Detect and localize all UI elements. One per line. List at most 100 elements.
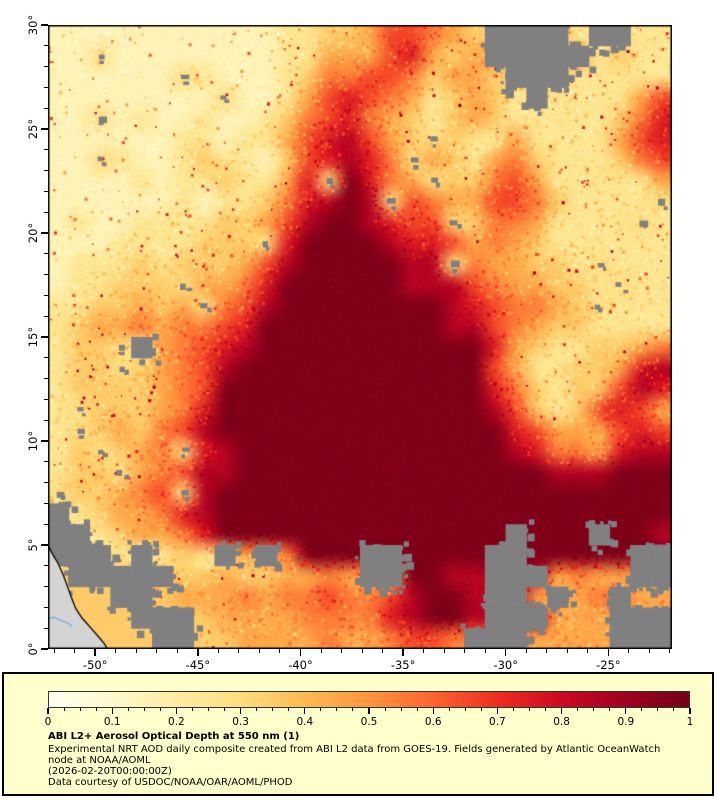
colorbar-minor-tick	[464, 708, 466, 711]
aod-map-canvas	[48, 25, 672, 649]
x-minor-tick	[382, 649, 384, 653]
colorbar-minor-tick	[208, 708, 209, 711]
colorbar-major-tick	[111, 708, 113, 714]
x-minor-tick	[156, 649, 158, 653]
y-minor-tick	[44, 482, 48, 484]
colorbar-tick-label: 0.6	[424, 716, 442, 728]
y-minor-tick	[44, 253, 48, 255]
colorbar-minor-tick	[336, 708, 338, 711]
colorbar-tick-label: 0.7	[489, 716, 506, 728]
colorbar-major-tick	[304, 708, 306, 714]
colorbar-major-tick	[175, 708, 177, 714]
y-minor-tick	[44, 398, 48, 400]
x-major-tick	[402, 649, 404, 656]
y-tick-label: 30°	[26, 14, 40, 36]
x-major-tick	[607, 649, 610, 656]
y-minor-tick	[44, 211, 48, 213]
aod-map	[48, 25, 672, 649]
x-minor-tick	[176, 649, 178, 653]
y-tick-label: 5°	[26, 538, 40, 552]
y-minor-tick	[44, 419, 48, 421]
y-minor-tick	[44, 461, 48, 463]
x-minor-tick	[525, 649, 527, 653]
colorbar-minor-tick	[416, 708, 418, 711]
y-minor-tick	[44, 86, 48, 88]
x-minor-tick	[464, 649, 466, 653]
y-minor-tick	[44, 190, 48, 192]
y-minor-tick	[44, 606, 48, 608]
colorbar-minor-tick	[529, 708, 530, 711]
colorbar-major-tick	[368, 708, 370, 714]
colorbar-minor-tick	[673, 708, 675, 711]
product-credit: Data courtesy of USDOC/NOAA/OAR/AOML/PHO…	[48, 777, 293, 788]
x-tick-label: -40°	[288, 658, 313, 672]
colorbar-minor-tick	[191, 708, 193, 711]
y-minor-tick	[44, 565, 48, 567]
x-axis: -50° -45° -40° -35° -30° -25°	[48, 649, 672, 677]
x-minor-tick	[115, 649, 117, 653]
x-minor-tick	[135, 649, 137, 653]
x-minor-tick	[648, 649, 650, 653]
x-tick-label: -30°	[493, 658, 519, 672]
y-minor-tick	[44, 315, 48, 317]
colorbar-minor-tick	[400, 708, 402, 711]
colorbar-tick-label: 0.8	[553, 716, 570, 728]
y-major-tick	[41, 128, 48, 130]
y-major-tick	[41, 440, 48, 442]
y-minor-tick	[44, 378, 48, 380]
y-tick-label: 25°	[26, 118, 40, 140]
colorbar-minor-tick	[143, 708, 145, 711]
y-minor-tick	[44, 107, 48, 109]
y-major-tick	[41, 336, 48, 338]
y-tick-label: 0°	[26, 642, 40, 656]
x-minor-tick	[258, 649, 260, 653]
colorbar-minor-tick	[288, 708, 290, 711]
colorbar-minor-tick	[609, 708, 611, 711]
colorbar-minor-tick	[512, 708, 514, 711]
colorbar-tick-label: 0.5	[360, 716, 378, 728]
y-tick-label: 20°	[26, 222, 40, 244]
product-title: ABI L2+ Aerosol Optical Depth at 550 nm …	[48, 731, 300, 742]
colorbar-minor-tick	[127, 708, 129, 711]
x-minor-tick	[74, 649, 76, 653]
x-minor-tick	[53, 649, 55, 653]
colorbar-gradient	[48, 691, 690, 708]
y-axis: 0° 5° 10° 15° 20° 25° 30°	[0, 15, 48, 656]
colorbar-ticks: 0 0.1 0.2 0.3 0.4 0.5 0.6 0.7 0.8 0.9 1	[4, 674, 712, 794]
y-tick-label: 10°	[26, 430, 40, 452]
y-minor-tick	[44, 294, 48, 296]
y-minor-tick	[44, 274, 48, 276]
x-minor-tick	[217, 649, 219, 653]
y-minor-tick	[44, 149, 48, 151]
x-tick-label: -50°	[82, 658, 108, 672]
x-minor-tick	[484, 649, 486, 653]
x-minor-tick	[279, 649, 281, 653]
x-tick-label: -35°	[390, 658, 416, 672]
y-minor-tick	[44, 170, 48, 172]
x-minor-tick	[320, 649, 322, 653]
y-minor-tick	[44, 66, 48, 68]
colorbar-major-tick	[240, 708, 242, 714]
colorbar-tick-label: 1	[686, 716, 694, 728]
x-minor-tick	[341, 649, 343, 653]
x-tick-label: -25°	[596, 658, 621, 672]
colorbar-tick-label: 0.4	[296, 716, 314, 728]
x-minor-tick	[423, 649, 425, 653]
x-major-tick	[504, 649, 507, 656]
colorbar-tick-label: 0.2	[168, 716, 185, 728]
y-major-tick	[41, 544, 48, 546]
colorbar-minor-tick	[256, 708, 258, 711]
y-major-tick	[41, 648, 48, 650]
x-major-tick	[94, 649, 96, 656]
x-major-tick	[197, 649, 199, 656]
y-minor-tick	[44, 523, 48, 525]
colorbar-minor-tick	[657, 708, 659, 711]
x-minor-tick	[238, 649, 240, 653]
colorbar-major-tick	[561, 708, 563, 714]
y-major-tick	[41, 232, 48, 234]
legend-panel: 0 0.1 0.2 0.3 0.4 0.5 0.6 0.7 0.8 0.9 1 ABI L2+ Ae…	[2, 672, 714, 796]
x-tick-label: -45°	[185, 658, 211, 672]
y-minor-tick	[44, 586, 48, 588]
x-minor-tick	[669, 649, 671, 653]
